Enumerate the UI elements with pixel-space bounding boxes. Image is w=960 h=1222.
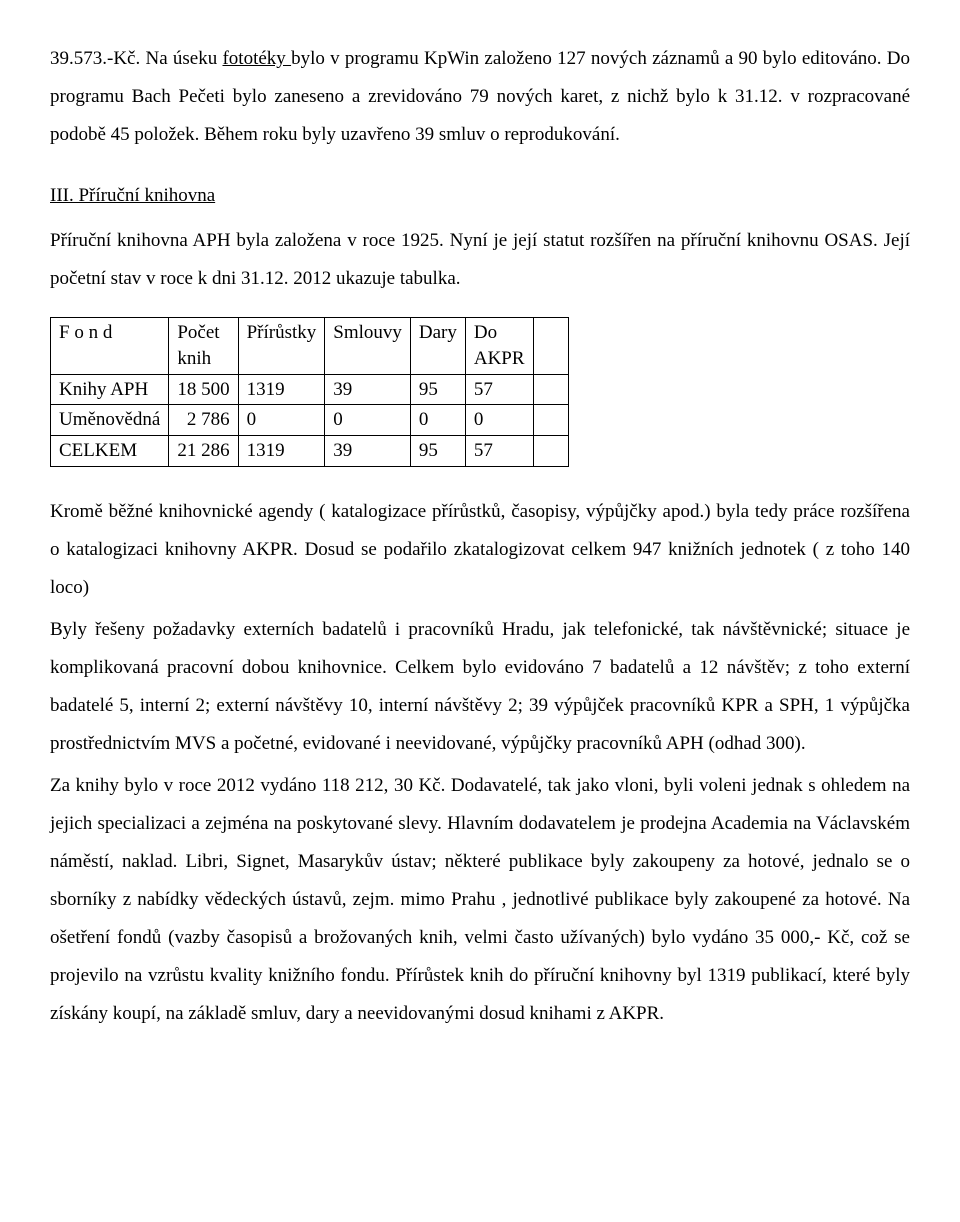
library-stats-table: F o n d Početknih Přírůstky Smlouvy Dary…	[50, 317, 569, 466]
table-row: CELKEM 21 286 1319 39 95 57	[51, 435, 569, 466]
table-row: Knihy APH 18 500 1319 39 95 57	[51, 374, 569, 405]
col-fond: F o n d	[51, 318, 169, 374]
col-empty	[533, 318, 568, 374]
col-prirustky: Přírůstky	[238, 318, 325, 374]
col-dary: Dary	[410, 318, 465, 374]
p1-text-a: 39.573.-Kč. Na úseku	[50, 48, 222, 69]
paragraph-1: 39.573.-Kč. Na úseku fototéky bylo v pro…	[50, 40, 910, 154]
paragraph-3: Kromě běžné knihovnické agendy ( katalog…	[50, 493, 910, 607]
col-smlouvy: Smlouvy	[325, 318, 411, 374]
table-row: Uměnovědná 2 786 0 0 0 0	[51, 405, 569, 436]
col-do-akpr: DoAKPR	[465, 318, 533, 374]
fototeky-link[interactable]: fototéky	[222, 48, 291, 69]
paragraph-5: Za knihy bylo v roce 2012 vydáno 118 212…	[50, 767, 910, 1033]
paragraph-4: Byly řešeny požadavky externích badatelů…	[50, 611, 910, 763]
paragraph-2: Příruční knihovna APH byla založena v ro…	[50, 222, 910, 298]
table-header-row: F o n d Početknih Přírůstky Smlouvy Dary…	[51, 318, 569, 374]
section-3-heading: III. Příruční knihovna	[50, 177, 910, 215]
col-pocet-knih: Početknih	[169, 318, 238, 374]
